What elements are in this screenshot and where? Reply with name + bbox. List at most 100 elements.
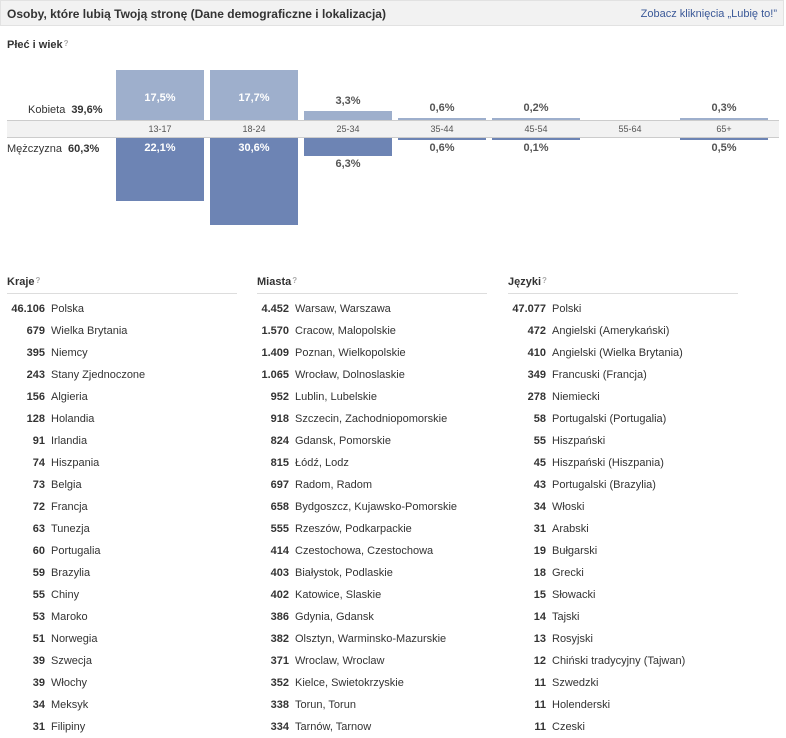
view-likes-link[interactable]: Zobacz kliknięcia „Lubię to!” bbox=[640, 8, 777, 20]
language-row: 45 Hiszpański (Hiszpania) bbox=[508, 452, 685, 474]
language-row: 18 Grecki bbox=[508, 562, 685, 584]
countries-list: 46.106 Polska 679 Wielka Brytania 395 Niemcy 2… bbox=[7, 298, 145, 738]
item-name: Torun, Torun bbox=[295, 699, 356, 711]
count-value: 59 bbox=[32, 567, 45, 579]
item-name: Hiszpania bbox=[51, 457, 100, 469]
city-row: 1.570 Cracow, Malopolskie bbox=[257, 320, 457, 342]
city-row: 334 Tarnów, Tarnow bbox=[257, 716, 457, 738]
count-value: 55 bbox=[32, 589, 45, 601]
city-row: 1.065 Wrocław, Dolnoslaskie bbox=[257, 364, 457, 386]
language-row: 14 Tajski bbox=[508, 606, 685, 628]
item-name: Gdynia, Gdansk bbox=[295, 611, 374, 623]
male-percent-45-54: 0,1% bbox=[523, 142, 549, 154]
help-icon[interactable]: ? bbox=[542, 276, 547, 285]
age-label-35-44: 35-44 bbox=[430, 124, 454, 134]
item-name: Warsaw, Warszawa bbox=[295, 303, 391, 315]
city-row: 952 Lublin, Lubelskie bbox=[257, 386, 457, 408]
item-name: Tunezja bbox=[51, 523, 90, 535]
count-value: 31 bbox=[533, 523, 546, 535]
item-name: Łódź, Lodz bbox=[295, 457, 349, 469]
count-value: 31 bbox=[32, 721, 45, 733]
count-value: 128 bbox=[26, 413, 45, 425]
country-row: 39 Szwecja bbox=[7, 650, 145, 672]
item-name: Grecki bbox=[552, 567, 584, 579]
age-label-45-54: 45-54 bbox=[524, 124, 548, 134]
gender-age-heading: Płeć i wiek? bbox=[7, 39, 69, 51]
count-value: 334 bbox=[270, 721, 289, 733]
male-bar-13-17 bbox=[116, 138, 204, 201]
item-name: Niemcy bbox=[51, 347, 88, 359]
count-value: 46.106 bbox=[11, 303, 45, 315]
language-row: 34 Włoski bbox=[508, 496, 685, 518]
count-value: 352 bbox=[270, 677, 289, 689]
age-label-18-24: 18-24 bbox=[242, 124, 266, 134]
item-name: Wroclaw, Wroclaw bbox=[295, 655, 385, 667]
count-value: 4.452 bbox=[261, 303, 289, 315]
count-value: 1.409 bbox=[261, 347, 289, 359]
count-value: 11 bbox=[534, 699, 546, 711]
age-axis bbox=[7, 120, 779, 138]
item-name: Czeski bbox=[552, 721, 586, 733]
help-icon[interactable]: ? bbox=[292, 276, 298, 285]
male-bar-45-54 bbox=[492, 138, 580, 140]
count-value: 74 bbox=[32, 457, 45, 469]
count-value: 1.065 bbox=[261, 369, 289, 381]
item-name: Chiński tradycyjny (Tajwan) bbox=[552, 655, 686, 667]
item-name: Czestochowa, Czestochowa bbox=[295, 545, 434, 557]
male-row-label: Mężczyzna 60,3% bbox=[7, 143, 100, 155]
count-value: 34 bbox=[533, 501, 546, 513]
item-name: Szczecin, Zachodniopomorskie bbox=[295, 413, 448, 425]
female-percent-45-54: 0,2% bbox=[523, 102, 549, 114]
country-row: 395 Niemcy bbox=[7, 342, 145, 364]
count-value: 39 bbox=[32, 677, 45, 689]
country-row: 60 Portugalia bbox=[7, 540, 145, 562]
male-percent-18-24: 30,6% bbox=[238, 142, 270, 154]
female-bar-18-24 bbox=[210, 69, 298, 120]
language-row: 11 Szwedzki bbox=[508, 672, 685, 694]
count-value: 39 bbox=[32, 655, 45, 667]
item-name: Portugalia bbox=[51, 545, 101, 557]
count-value: 19 bbox=[533, 545, 546, 557]
country-row: 31 Filipiny bbox=[7, 716, 145, 738]
female-bar-65+ bbox=[680, 118, 768, 120]
country-row: 34 Meksyk bbox=[7, 694, 145, 716]
help-icon[interactable]: ? bbox=[35, 276, 41, 285]
count-value: 43 bbox=[533, 479, 546, 491]
count-value: 338 bbox=[270, 699, 289, 711]
city-row: 402 Katowice, Slaskie bbox=[257, 584, 457, 606]
count-value: 34 bbox=[32, 699, 45, 711]
item-name: Brazylia bbox=[51, 567, 91, 579]
male-percent-35-44: 0,6% bbox=[429, 142, 455, 154]
language-row: 410 Angielski (Wielka Brytania) bbox=[508, 342, 685, 364]
count-value: 51 bbox=[32, 633, 45, 645]
country-row: 73 Belgia bbox=[7, 474, 145, 496]
count-value: 13 bbox=[533, 633, 546, 645]
city-row: 815 Łódź, Lodz bbox=[257, 452, 457, 474]
page-title: Osoby, które lubią Twoją stronę (Dane de… bbox=[7, 7, 386, 21]
count-value: 918 bbox=[270, 413, 289, 425]
help-icon[interactable]: ? bbox=[63, 39, 69, 48]
item-name: Tarnów, Tarnow bbox=[295, 721, 372, 733]
city-row: 338 Torun, Torun bbox=[257, 694, 457, 716]
country-row: 156 Algieria bbox=[7, 386, 145, 408]
city-row: 918 Szczecin, Zachodniopomorskie bbox=[257, 408, 457, 430]
item-name: Holandia bbox=[51, 413, 95, 425]
item-name: Włoski bbox=[552, 501, 585, 513]
male-percent-65+: 0,5% bbox=[711, 142, 737, 154]
item-name: Poznan, Wielkopolskie bbox=[295, 347, 406, 359]
city-row: 371 Wroclaw, Wroclaw bbox=[257, 650, 457, 672]
count-value: 395 bbox=[26, 347, 45, 359]
count-value: 403 bbox=[270, 567, 289, 579]
item-name: Arabski bbox=[552, 523, 589, 535]
female-percent-65+: 0,3% bbox=[711, 102, 737, 114]
female-bar-13-17 bbox=[116, 70, 204, 120]
item-name: Bułgarski bbox=[552, 545, 598, 557]
item-name: Wrocław, Dolnoslaskie bbox=[295, 369, 405, 381]
item-name: Belgia bbox=[51, 479, 82, 491]
item-name: Portugalski (Brazylia) bbox=[552, 479, 656, 491]
count-value: 11 bbox=[534, 677, 546, 689]
age-label-25-34: 25-34 bbox=[336, 124, 360, 134]
item-name: Kielce, Swietokrzyskie bbox=[295, 677, 404, 689]
city-row: 824 Gdansk, Pomorskie bbox=[257, 430, 457, 452]
item-name: Białystok, Podlaskie bbox=[295, 567, 393, 579]
